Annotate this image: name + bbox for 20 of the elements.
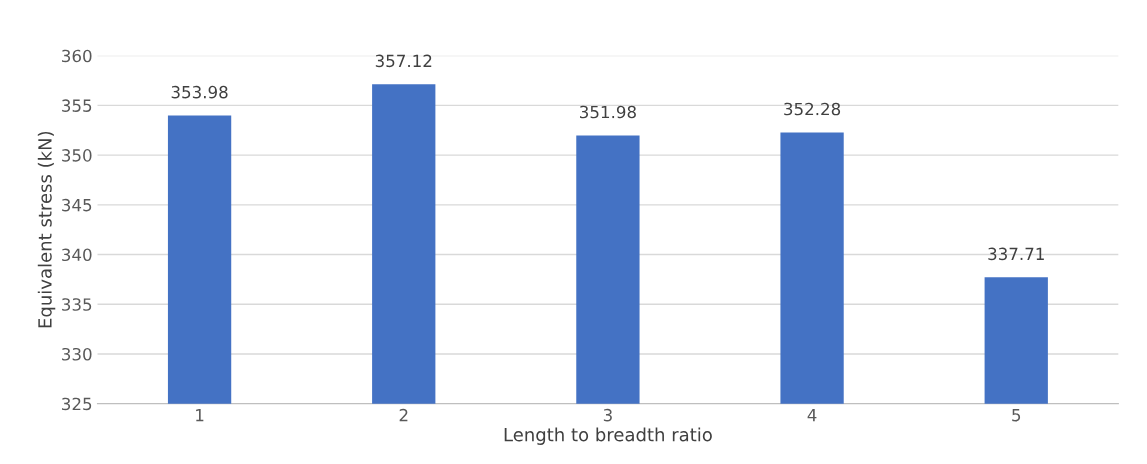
y-tick-label: 340: [62, 248, 92, 262]
x-tick-label: 4: [807, 409, 817, 422]
y-tick-label: 355: [62, 99, 92, 112]
y-tick-label: 345: [62, 198, 92, 212]
x-tick-label: 2: [399, 408, 408, 422]
x-tick-label: 3: [603, 408, 612, 422]
data-label: 337.71: [988, 247, 1044, 261]
data-label: 357.12: [375, 54, 432, 68]
y-tick-label: 350: [62, 149, 92, 162]
x-axis-title: Length to breadth ratio: [504, 427, 712, 445]
y-tick-label: 325: [62, 397, 92, 411]
data-label: 353.98: [171, 85, 228, 99]
y-tick-label: 335: [62, 298, 92, 311]
x-tick-label: 5: [1012, 409, 1021, 422]
data-label: 352.28: [784, 102, 841, 116]
x-tick-label: 1: [196, 409, 204, 422]
y-axis-title: Equivalent stress (kN): [37, 131, 56, 328]
y-tick-label: 330: [62, 347, 92, 361]
data-label: 351.98: [580, 105, 636, 119]
y-tick-label: 360: [62, 49, 92, 63]
